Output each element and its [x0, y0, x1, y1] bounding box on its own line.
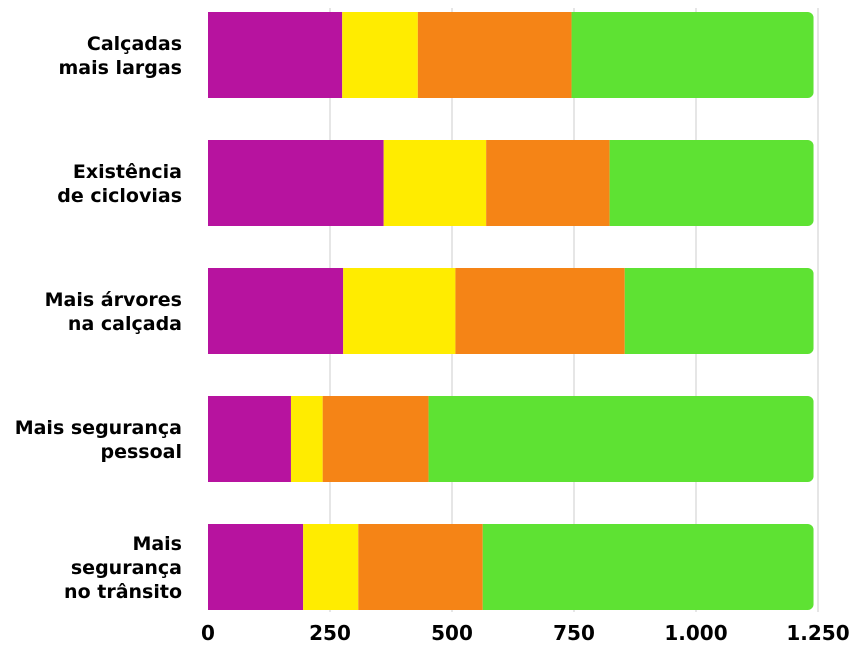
- x-tick-label-1: 250: [309, 621, 351, 645]
- bar-group-2: [208, 268, 814, 354]
- bar-segment-2-1: [343, 268, 456, 354]
- x-tick-label-5: 1.250: [786, 621, 849, 645]
- category-label-1: Existência de ciclovias: [57, 161, 182, 207]
- category-label-4: Mais segurança no trânsito: [64, 533, 182, 603]
- category-label-3: Mais segurança pessoal: [15, 417, 182, 463]
- bar-group-3: [208, 396, 814, 482]
- bar-segment-2-0: [208, 268, 344, 354]
- category-label-0: Calçadas mais largas: [59, 33, 183, 79]
- bar-segment-2-2: [455, 268, 625, 354]
- x-tick-label-4: 1.000: [664, 621, 727, 645]
- bar-segment-4-0: [208, 524, 304, 610]
- x-tick-label-0: 0: [201, 621, 215, 645]
- bar-segment-3-3: [428, 396, 814, 482]
- bar-segment-3-2: [322, 396, 429, 482]
- bar-segment-2-3: [624, 268, 814, 354]
- bar-group-0: [208, 12, 814, 98]
- bar-segment-1-3: [609, 140, 814, 226]
- bar-segment-1-1: [383, 140, 487, 226]
- bar-segment-4-3: [482, 524, 814, 610]
- bar-segment-1-0: [208, 140, 384, 226]
- bar-group-1: [208, 140, 814, 226]
- bar-segment-0-2: [417, 12, 572, 98]
- x-tick-label-3: 750: [553, 621, 595, 645]
- bar-segment-4-2: [358, 524, 483, 610]
- x-tick-label-2: 500: [431, 621, 473, 645]
- bar-segment-0-3: [571, 12, 814, 98]
- x-axis-tick-labels: 0 250 500 750 1.000 1.250: [201, 621, 850, 645]
- bar-segment-0-1: [342, 12, 418, 98]
- bar-segment-0-0: [208, 12, 343, 98]
- bar-segment-3-0: [208, 396, 291, 482]
- bar-segment-1-2: [486, 140, 610, 226]
- bar-group-4: [208, 524, 814, 610]
- category-label-2: Mais árvores na calçada: [45, 289, 182, 335]
- bar-segment-4-1: [303, 524, 359, 610]
- category-labels: Calçadas mais largas Existência de ciclovia…: [15, 33, 182, 603]
- bar-segment-3-1: [290, 396, 323, 482]
- bars: [208, 12, 814, 610]
